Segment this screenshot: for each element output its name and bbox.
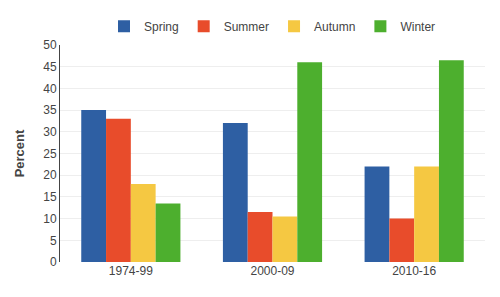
svg-text:20: 20 bbox=[43, 168, 57, 182]
svg-text:40: 40 bbox=[43, 82, 57, 96]
svg-text:Percent: Percent bbox=[12, 129, 27, 177]
svg-text:45: 45 bbox=[43, 60, 57, 74]
svg-text:1974-99: 1974-99 bbox=[109, 264, 153, 278]
svg-text:10: 10 bbox=[43, 212, 57, 226]
svg-text:Summer: Summer bbox=[224, 20, 269, 34]
svg-text:25: 25 bbox=[43, 147, 57, 161]
svg-text:30: 30 bbox=[43, 125, 57, 139]
svg-text:50: 50 bbox=[43, 38, 57, 52]
svg-text:Autumn: Autumn bbox=[314, 20, 355, 34]
svg-text:Spring: Spring bbox=[144, 20, 179, 34]
svg-text:2000-09: 2000-09 bbox=[250, 264, 294, 278]
svg-text:2010-16: 2010-16 bbox=[392, 264, 436, 278]
svg-text:15: 15 bbox=[43, 190, 57, 204]
svg-text:5: 5 bbox=[50, 234, 57, 248]
svg-text:35: 35 bbox=[43, 103, 57, 117]
svg-text:Winter: Winter bbox=[400, 20, 435, 34]
svg-text:0: 0 bbox=[50, 255, 57, 269]
